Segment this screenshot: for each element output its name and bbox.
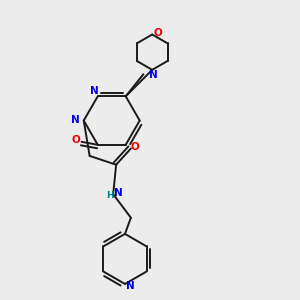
Text: N: N <box>114 188 123 198</box>
Text: N: N <box>149 70 158 80</box>
Text: O: O <box>130 142 139 152</box>
Text: O: O <box>153 28 162 38</box>
Text: O: O <box>72 135 81 146</box>
Text: N: N <box>126 281 135 291</box>
Text: H: H <box>106 190 114 200</box>
Text: N: N <box>90 86 99 96</box>
Text: N: N <box>71 115 80 125</box>
